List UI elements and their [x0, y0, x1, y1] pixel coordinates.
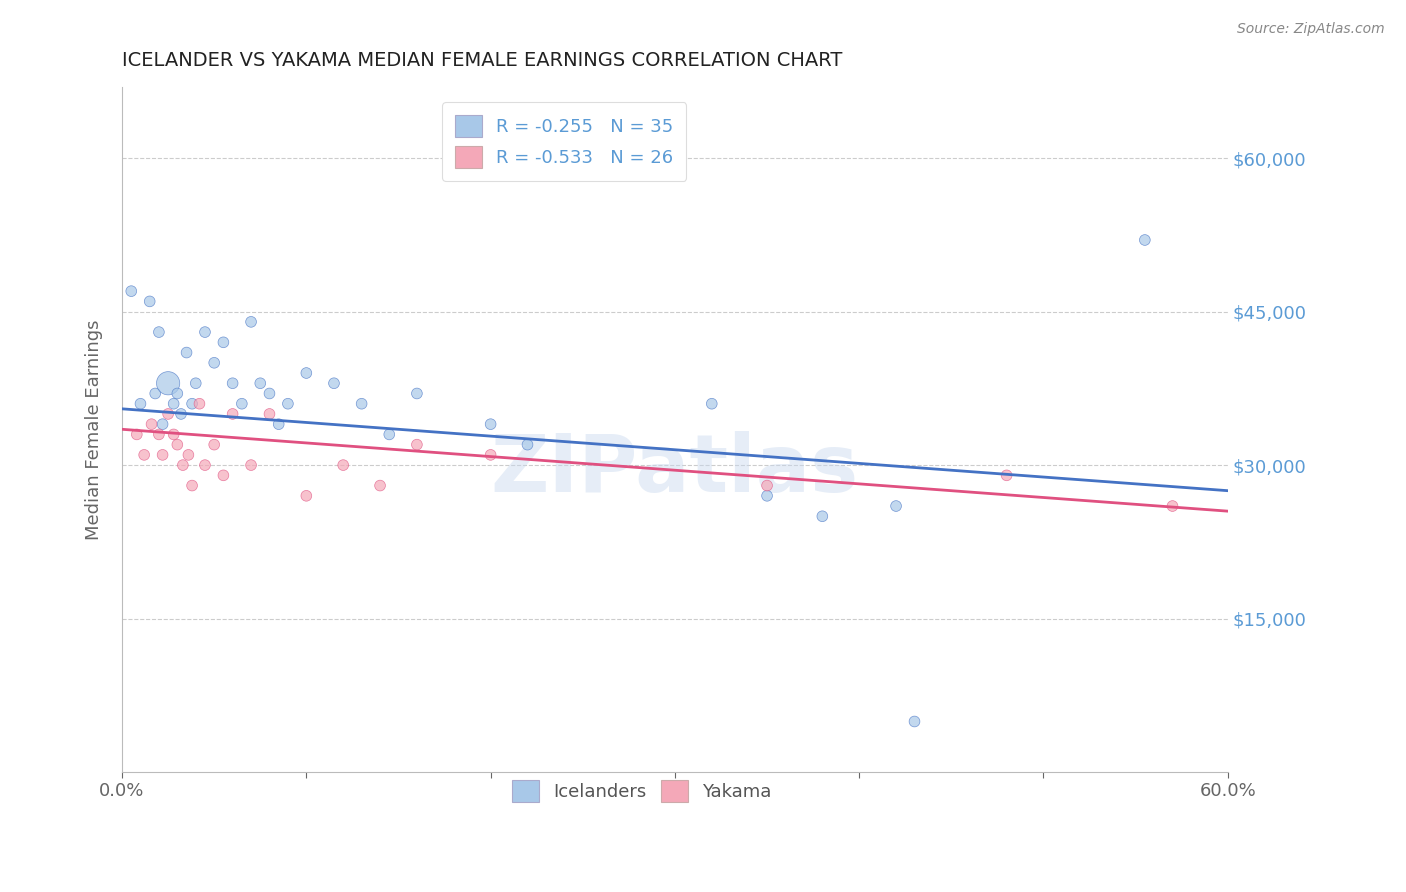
Legend: Icelanders, Yakama: Icelanders, Yakama [499, 767, 785, 814]
Point [181, 478, 204, 492]
Point [166, 386, 188, 401]
Point [129, 397, 152, 411]
Point [125, 427, 148, 442]
Point [148, 427, 170, 442]
Point [277, 397, 299, 411]
Point [181, 397, 204, 411]
Point [184, 376, 207, 391]
Text: ICELANDER VS YAKAMA MEDIAN FEMALE EARNINGS CORRELATION CHART: ICELANDER VS YAKAMA MEDIAN FEMALE EARNIN… [122, 51, 842, 70]
Point [143, 386, 166, 401]
Point [172, 458, 194, 472]
Point [249, 376, 271, 391]
Point [259, 386, 281, 401]
Point [170, 407, 193, 421]
Point [166, 437, 188, 451]
Point [202, 356, 225, 370]
Point [332, 458, 354, 472]
Y-axis label: Median Female Earnings: Median Female Earnings [86, 319, 103, 540]
Point [148, 325, 170, 339]
Point [903, 714, 925, 728]
Point [995, 468, 1018, 483]
Point [134, 448, 156, 462]
Point [120, 284, 142, 298]
Point [700, 397, 723, 411]
Point [212, 335, 235, 350]
Point [231, 397, 253, 411]
Point [1133, 233, 1156, 247]
Point [157, 407, 180, 421]
Point [194, 325, 217, 339]
Point [378, 427, 401, 442]
Point [194, 458, 217, 472]
Point [756, 489, 779, 503]
Point [141, 417, 163, 432]
Point [188, 397, 211, 411]
Point [177, 448, 200, 462]
Point [163, 397, 186, 411]
Point [157, 376, 180, 391]
Point [152, 417, 174, 432]
Point [295, 489, 318, 503]
Text: Source: ZipAtlas.com: Source: ZipAtlas.com [1237, 22, 1385, 37]
Point [240, 458, 263, 472]
Point [267, 417, 290, 432]
Point [221, 376, 243, 391]
Point [295, 366, 318, 380]
Point [756, 478, 779, 492]
Point [163, 427, 186, 442]
Point [1161, 499, 1184, 513]
Point [323, 376, 346, 391]
Point [138, 294, 160, 309]
Point [212, 468, 235, 483]
Point [811, 509, 834, 524]
Point [516, 437, 538, 451]
Point [479, 448, 502, 462]
Point [259, 407, 281, 421]
Point [202, 437, 225, 451]
Point [479, 417, 502, 432]
Point [221, 407, 243, 421]
Point [240, 315, 263, 329]
Point [406, 386, 429, 401]
Point [176, 345, 198, 359]
Point [406, 437, 429, 451]
Point [350, 397, 373, 411]
Point [368, 478, 391, 492]
Text: ZIPatlas: ZIPatlas [491, 432, 859, 509]
Point [884, 499, 907, 513]
Point [152, 448, 174, 462]
